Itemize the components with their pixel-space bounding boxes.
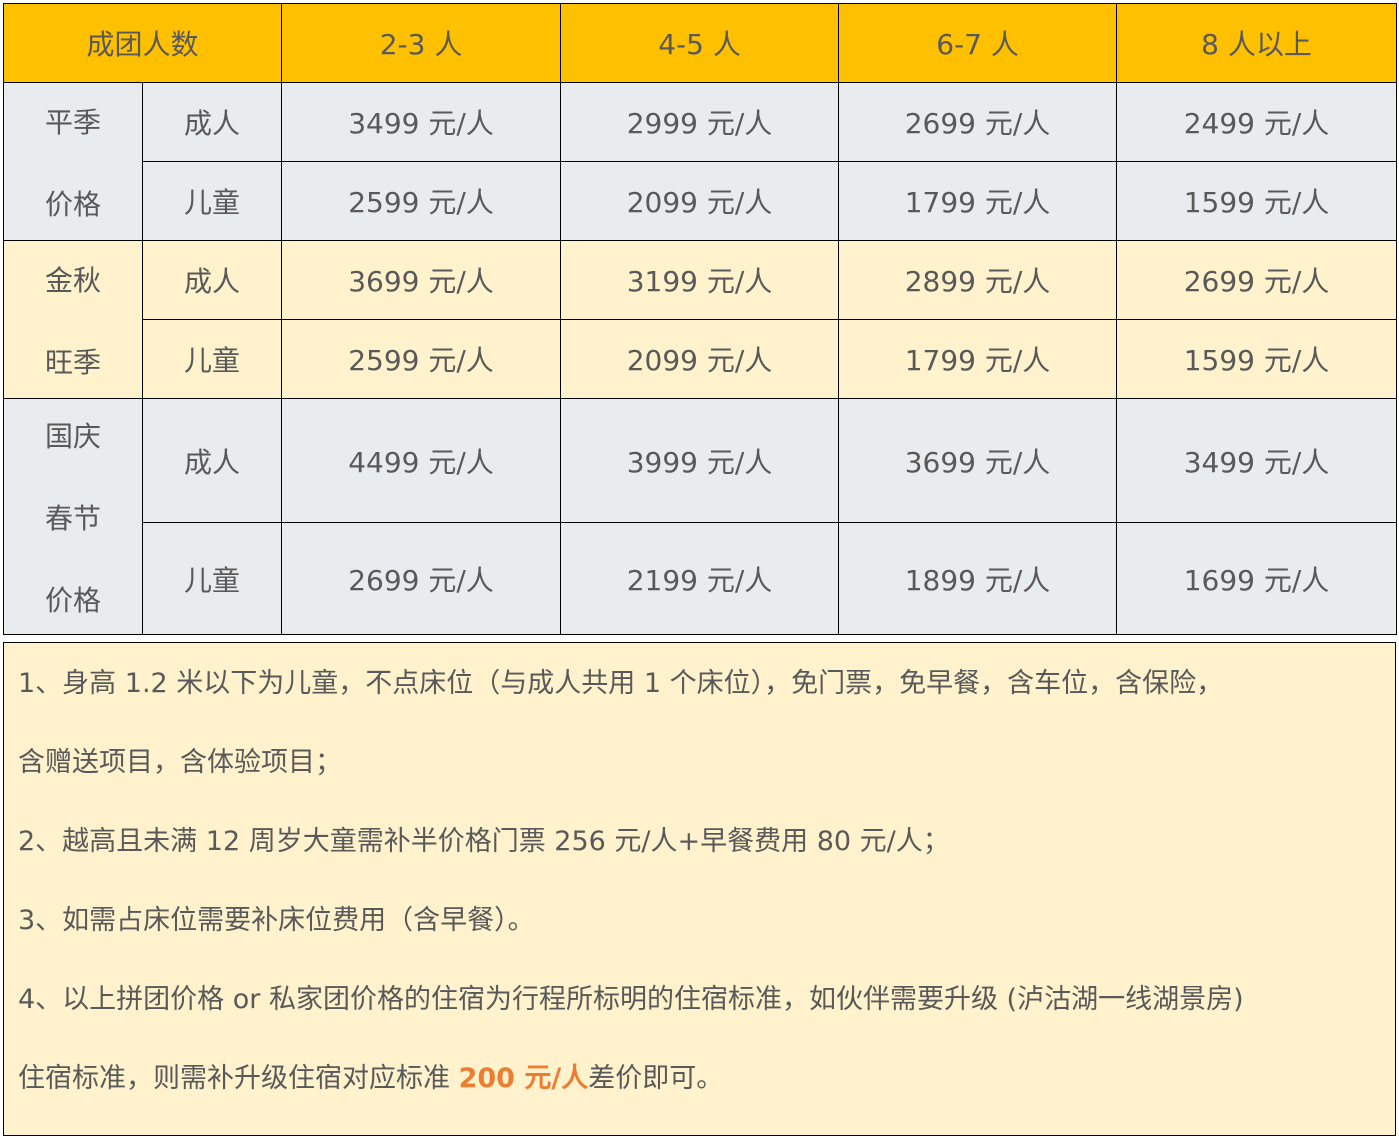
note-line: 住宿标准，则需补升级住宿对应标准 200 元/人差价即可。 bbox=[18, 1046, 1381, 1125]
traveler-type: 儿童 bbox=[141, 522, 283, 635]
price-cell: 1799 元/人 bbox=[838, 161, 1118, 241]
price-cell: 2099 元/人 bbox=[560, 161, 840, 241]
season-label-line: 价格 bbox=[44, 187, 101, 221]
price-row: 儿童 2599 元/人 2099 元/人 1799 元/人 1599 元/人 bbox=[4, 319, 1398, 399]
column-header: 6-7 人 bbox=[838, 3, 1118, 83]
traveler-type: 成人 bbox=[141, 240, 283, 320]
price-cell: 3499 元/人 bbox=[281, 82, 562, 162]
traveler-type: 成人 bbox=[141, 82, 283, 162]
price-cell: 2099 元/人 bbox=[560, 319, 840, 399]
note-text: 差价即可。 bbox=[588, 1063, 724, 1094]
price-cell: 2699 元/人 bbox=[281, 522, 562, 635]
price-cell: 4499 元/人 bbox=[281, 398, 562, 523]
column-header: 8 人以上 bbox=[1116, 3, 1398, 83]
season-label: 国庆 春节 价格 bbox=[3, 398, 143, 635]
price-cell: 2699 元/人 bbox=[1116, 240, 1398, 320]
season-label-line: 国庆 bbox=[44, 419, 101, 453]
note-line: 3、如需占床位需要补床位费用（含早餐）。 bbox=[18, 905, 535, 936]
note-line: 4、以上拼团价格 or 私家团价格的住宿为行程所标明的住宿标准，如伙伴需要升级 … bbox=[18, 984, 1244, 1015]
note-text: 住宿标准，则需补升级住宿对应标准 bbox=[18, 1063, 459, 1094]
price-cell: 2599 元/人 bbox=[281, 161, 562, 241]
season-label: 金秋 旺季 bbox=[3, 240, 143, 399]
group-size-header: 成团人数 bbox=[2, 3, 283, 83]
season-label-line: 旺季 bbox=[44, 345, 101, 379]
header-row: 成团人数 2-3 人 4-5 人 6-7 人 8 人以上 bbox=[2, 3, 1398, 83]
note-line: 1、身高 1.2 米以下为儿童，不点床位（与成人共用 1 个床位），免门票，免早… bbox=[18, 668, 1224, 699]
column-header: 2-3 人 bbox=[281, 3, 562, 83]
price-table: 成团人数 2-3 人 4-5 人 6-7 人 8 人以上 平季 价格 成人 3499 … bbox=[2, 3, 1398, 635]
price-cell: 2199 元/人 bbox=[560, 522, 840, 635]
column-header: 4-5 人 bbox=[560, 3, 840, 83]
highlight-price: 200 元/人 bbox=[458, 1063, 589, 1094]
price-row: 国庆 春节 价格 成人 4499 元/人 3999 元/人 3699 元/人 3499 元/人 bbox=[3, 398, 1398, 635]
price-cell: 1899 元/人 bbox=[838, 522, 1118, 635]
price-cell: 1799 元/人 bbox=[838, 319, 1118, 399]
price-row: 儿童 2599 元/人 2099 元/人 1799 元/人 1599 元/人 bbox=[4, 161, 1398, 241]
price-cell: 3699 元/人 bbox=[281, 240, 562, 320]
price-cell: 2999 元/人 bbox=[560, 82, 840, 162]
price-cell: 2499 元/人 bbox=[1116, 82, 1398, 162]
price-cell: 3499 元/人 bbox=[1116, 398, 1398, 523]
season-label-line: 价格 bbox=[44, 583, 101, 617]
price-cell: 2599 元/人 bbox=[281, 319, 562, 399]
price-cell: 2699 元/人 bbox=[838, 82, 1118, 162]
season-label-line: 平季 bbox=[44, 105, 101, 139]
price-row: 平季 价格 成人 3499 元/人 2999 元/人 2699 元/人 2499 元/人 bbox=[3, 82, 1398, 241]
price-cell: 1599 元/人 bbox=[1116, 161, 1398, 241]
season-label: 平季 价格 bbox=[3, 82, 143, 241]
notes-cell: 1、身高 1.2 米以下为儿童，不点床位（与成人共用 1 个床位），免门票，免早… bbox=[3, 642, 1396, 1136]
traveler-type: 成人 bbox=[141, 398, 283, 523]
price-cell: 1699 元/人 bbox=[1116, 522, 1398, 635]
price-cell: 1599 元/人 bbox=[1116, 319, 1398, 399]
price-cell: 3699 元/人 bbox=[838, 398, 1118, 523]
price-row: 儿童 2699 元/人 2199 元/人 1899 元/人 1699 元/人 bbox=[4, 522, 1398, 635]
traveler-type: 儿童 bbox=[141, 319, 283, 399]
price-cell: 2899 元/人 bbox=[838, 240, 1118, 320]
note-line: 含赠送项目，含体验项目； bbox=[18, 747, 342, 778]
price-cell: 3999 元/人 bbox=[560, 398, 840, 523]
season-label-line: 金秋 bbox=[44, 263, 101, 297]
notes-box: 1、身高 1.2 米以下为儿童，不点床位（与成人共用 1 个床位），免门票，免早… bbox=[3, 642, 1396, 1136]
price-cell: 3199 元/人 bbox=[560, 240, 840, 320]
traveler-type: 儿童 bbox=[141, 161, 283, 241]
season-label-line: 春节 bbox=[44, 501, 101, 535]
price-row: 金秋 旺季 成人 3699 元/人 3199 元/人 2899 元/人 2699 元/人 bbox=[3, 240, 1398, 399]
note-line: 2、越高且未满 12 周岁大童需补半价格门票 256 元/人+早餐费用 80 元… bbox=[18, 826, 950, 857]
